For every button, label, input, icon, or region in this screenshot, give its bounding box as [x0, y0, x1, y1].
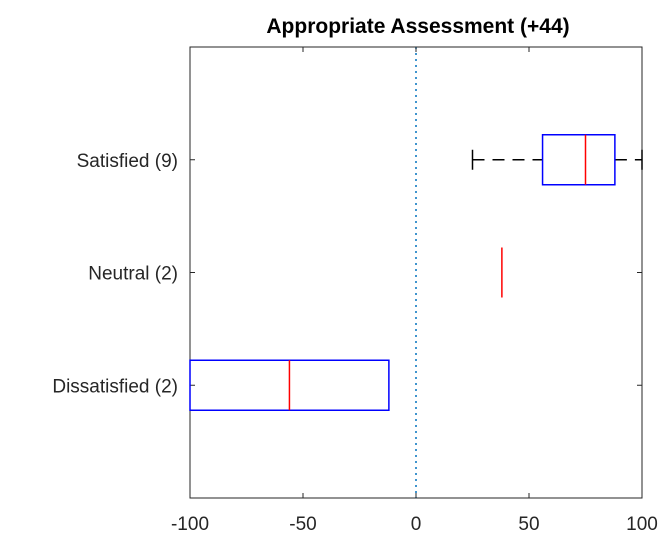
- box-layer: [189, 134, 643, 411]
- y-tick-label: Neutral (2): [88, 264, 178, 285]
- x-tick-label: 100: [626, 514, 658, 535]
- box-group: [471, 134, 643, 186]
- chart-title: Appropriate Assessment (+44): [266, 15, 569, 38]
- x-tick-label: 50: [518, 514, 539, 535]
- x-tick-label: 0: [411, 514, 422, 535]
- iqr-box: [541, 134, 616, 186]
- box-group: [189, 359, 390, 411]
- y-axis-ticks: Satisfied (9) Neutral (2) Dissatisfied (2): [52, 151, 642, 397]
- x-axis-ticks: -100 -50 0 50 100: [171, 47, 658, 535]
- y-tick-label: Dissatisfied (2): [52, 376, 178, 397]
- y-tick-label: Satisfied (9): [77, 151, 178, 172]
- x-tick-label: -100: [171, 514, 209, 535]
- x-tick-label: -50: [289, 514, 316, 535]
